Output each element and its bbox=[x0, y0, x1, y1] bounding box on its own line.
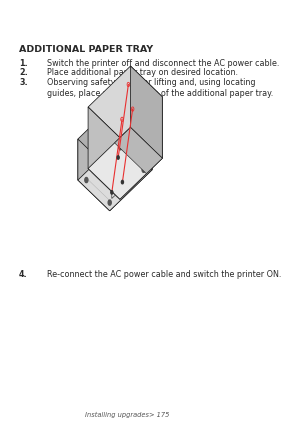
Polygon shape bbox=[78, 99, 120, 181]
Text: Re-connect the AC power cable and switch the printer ON.: Re-connect the AC power cable and switch… bbox=[47, 269, 282, 278]
Text: Switch the printer off and disconnect the AC power cable.: Switch the printer off and disconnect th… bbox=[47, 59, 280, 68]
Polygon shape bbox=[88, 108, 120, 200]
Polygon shape bbox=[88, 128, 162, 200]
Text: 4.: 4. bbox=[19, 269, 28, 278]
Text: 2.: 2. bbox=[19, 68, 28, 77]
Circle shape bbox=[119, 145, 122, 150]
Circle shape bbox=[117, 156, 119, 160]
Polygon shape bbox=[110, 130, 152, 211]
Polygon shape bbox=[78, 140, 110, 211]
Polygon shape bbox=[112, 135, 150, 199]
Text: Observing safety rules for lifting and, using locating
guides, place printer on : Observing safety rules for lifting and, … bbox=[47, 78, 273, 98]
Text: ADDITIONAL PAPER TRAY: ADDITIONAL PAPER TRAY bbox=[19, 45, 153, 54]
Circle shape bbox=[142, 168, 145, 173]
Circle shape bbox=[122, 181, 123, 184]
Polygon shape bbox=[115, 128, 162, 174]
Polygon shape bbox=[120, 98, 162, 200]
Polygon shape bbox=[120, 99, 152, 170]
Circle shape bbox=[85, 178, 88, 183]
Circle shape bbox=[111, 191, 113, 195]
Text: Installing upgrades> 175: Installing upgrades> 175 bbox=[85, 411, 170, 417]
Polygon shape bbox=[130, 67, 162, 159]
Circle shape bbox=[108, 201, 111, 206]
Text: 3.: 3. bbox=[19, 78, 28, 86]
Polygon shape bbox=[88, 67, 162, 138]
Polygon shape bbox=[78, 140, 152, 211]
Text: Place additional paper tray on desired location.: Place additional paper tray on desired l… bbox=[47, 68, 238, 77]
Text: 1.: 1. bbox=[19, 59, 28, 68]
Circle shape bbox=[129, 164, 133, 171]
